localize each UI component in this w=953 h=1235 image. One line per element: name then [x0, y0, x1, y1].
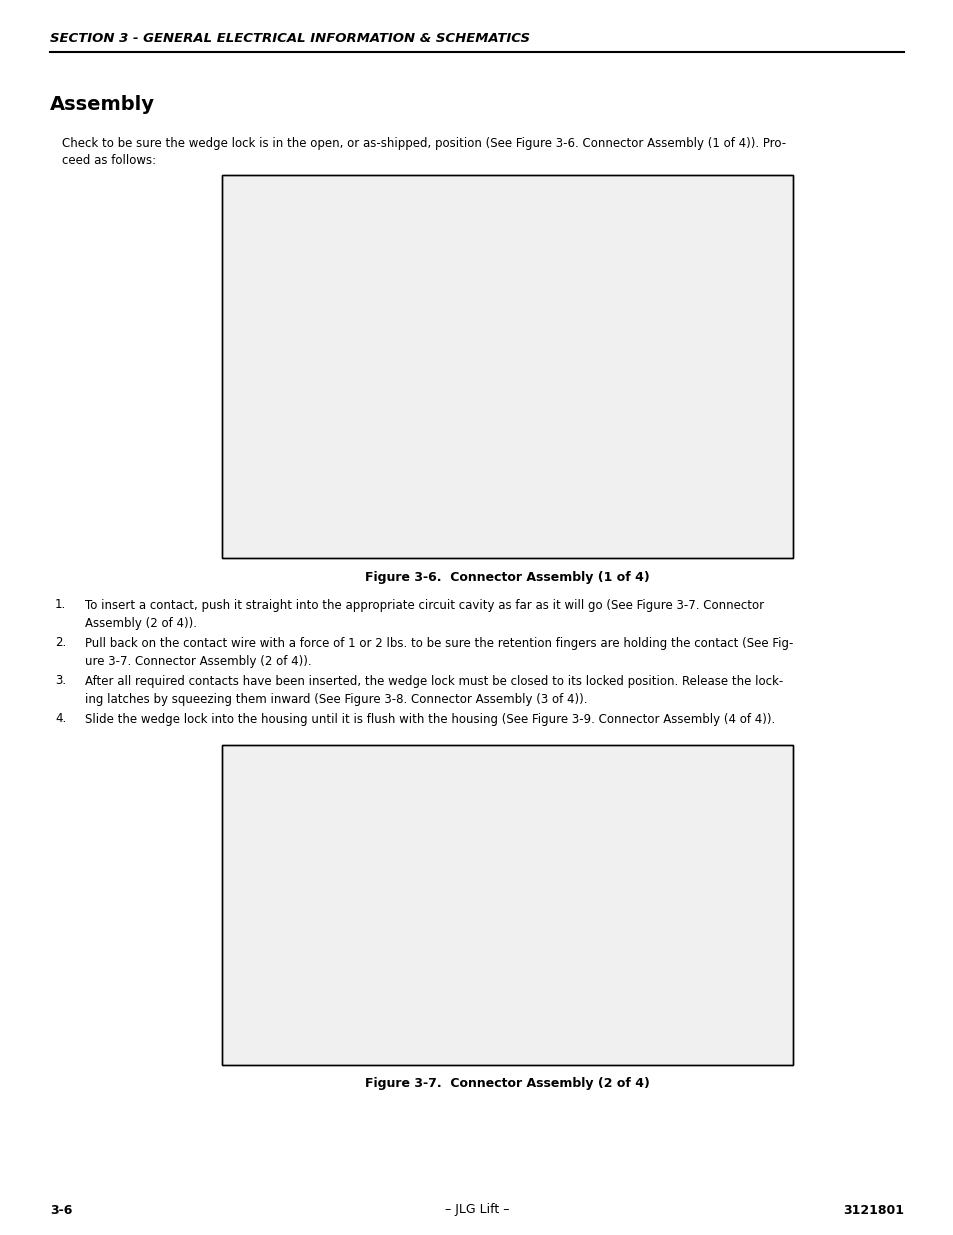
Text: Pull back on the contact wire with a force of 1 or 2 lbs. to be sure the retenti: Pull back on the contact wire with a for…: [85, 636, 793, 650]
Bar: [222, 175, 792, 558]
Text: 3121801: 3121801: [842, 1203, 903, 1216]
Text: Figure 3-6.  Connector Assembly (1 of 4): Figure 3-6. Connector Assembly (1 of 4): [365, 571, 649, 583]
Text: ceed as follows:: ceed as follows:: [62, 153, 156, 167]
Text: After all required contacts have been inserted, the wedge lock must be closed to: After all required contacts have been in…: [85, 674, 782, 688]
Text: ure 3-7. Connector Assembly (2 of 4)).: ure 3-7. Connector Assembly (2 of 4)).: [85, 656, 312, 668]
Text: ing latches by squeezing them inward (See Figure 3-8. Connector Assembly (3 of 4: ing latches by squeezing them inward (Se…: [85, 694, 587, 706]
Text: – JLG Lift –: – JLG Lift –: [444, 1203, 509, 1216]
Bar: [222, 745, 792, 1065]
Text: 2.: 2.: [55, 636, 66, 650]
Text: SECTION 3 - GENERAL ELECTRICAL INFORMATION & SCHEMATICS: SECTION 3 - GENERAL ELECTRICAL INFORMATI…: [50, 32, 530, 44]
Text: Assembly: Assembly: [50, 95, 154, 115]
Bar: [222, 745, 792, 1065]
Text: To insert a contact, push it straight into the appropriate circuit cavity as far: To insert a contact, push it straight in…: [85, 599, 763, 611]
Text: Figure 3-7.  Connector Assembly (2 of 4): Figure 3-7. Connector Assembly (2 of 4): [365, 1077, 649, 1089]
Text: Assembly (2 of 4)).: Assembly (2 of 4)).: [85, 618, 196, 631]
Text: 3-6: 3-6: [50, 1203, 72, 1216]
Text: 3.: 3.: [55, 674, 66, 688]
Text: Slide the wedge lock into the housing until it is flush with the housing (See Fi: Slide the wedge lock into the housing un…: [85, 713, 775, 725]
Text: 1.: 1.: [55, 599, 66, 611]
Bar: [222, 175, 792, 558]
Text: 4.: 4.: [55, 713, 66, 725]
Text: Check to be sure the wedge lock is in the open, or as-shipped, position (See Fig: Check to be sure the wedge lock is in th…: [62, 137, 785, 149]
